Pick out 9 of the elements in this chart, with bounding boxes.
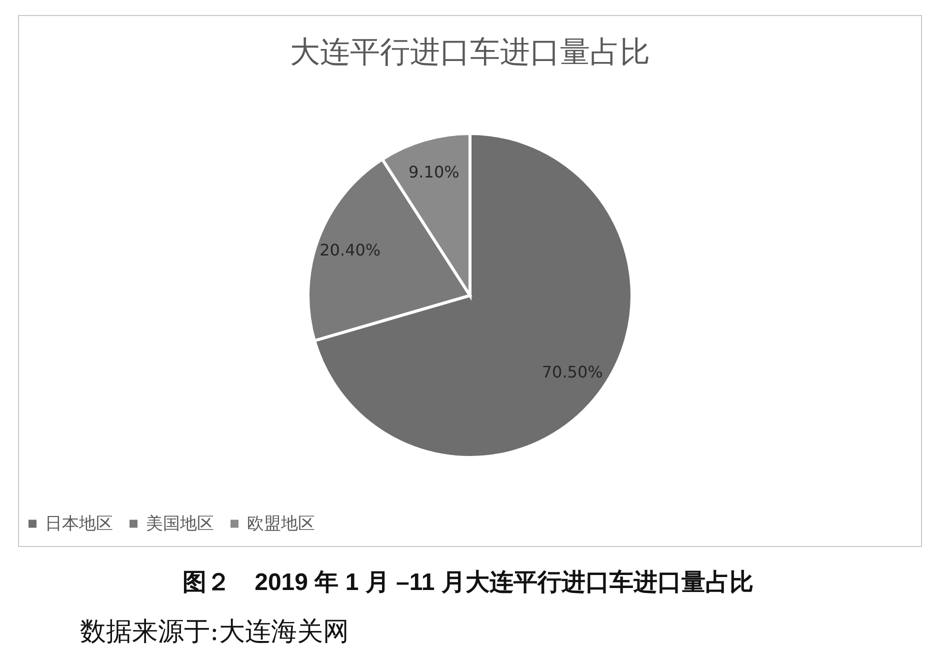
data-label: 70.50% [542, 362, 603, 382]
legend-label: 日本地区 [45, 514, 113, 534]
text: 数据来源于:大连海关网 [80, 616, 349, 649]
legend-label: 美国地区 [146, 514, 214, 534]
chart-title: 大连平行进口车进口量占比 [290, 35, 650, 70]
caption: 图２ 2019 年 1 月 –11 月大连平行进口车进口量占比 [182, 568, 754, 598]
data-label: 20.40% [320, 240, 381, 260]
data-label: 9.10% [408, 162, 460, 182]
legend-label: 欧盟地区 [247, 514, 315, 534]
